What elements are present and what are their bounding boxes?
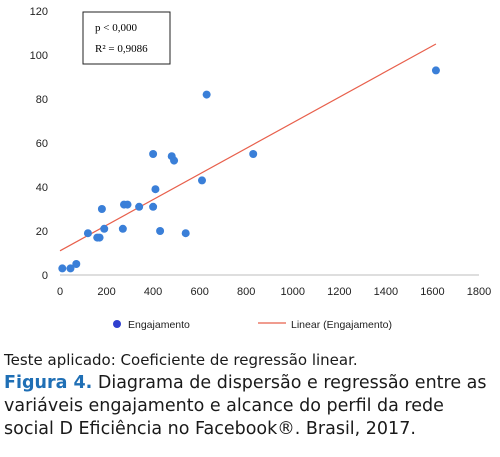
scatter-point — [95, 233, 104, 242]
scatter-point — [197, 176, 206, 185]
scatter-point — [72, 260, 81, 268]
legend-label-linear: Linear (Engajamento) — [291, 319, 392, 331]
scatter-point — [97, 205, 106, 213]
y-tick-label: 60 — [36, 138, 48, 150]
scatter-point — [181, 229, 190, 238]
x-tick-label: 1200 — [327, 286, 351, 298]
scatter-point — [149, 202, 158, 211]
legend: Engajamento Linear (Engajamento) — [113, 319, 392, 331]
x-tick-label: 1400 — [374, 286, 398, 298]
scatter-point — [58, 264, 67, 273]
figure-caption: Teste aplicado: Coeficiente de regressão… — [4, 350, 498, 441]
scatter-chart: 0 20 40 60 80 100 120 0 200 400 600 800 1000 1200 140… — [30, 6, 492, 331]
trendline — [59, 43, 437, 252]
scatter-point — [83, 229, 92, 238]
caption-figure-label: Figura 4. — [4, 373, 93, 393]
scatter-point — [123, 200, 132, 209]
y-axis-ticks: 0 20 40 60 80 100 120 — [30, 6, 48, 282]
x-tick-label: 1000 — [281, 286, 305, 298]
trendline-group — [59, 43, 437, 252]
r-squared-label: R² = 0,9086 — [95, 43, 148, 55]
caption-figure-text: Diagrama de dispersão e regressão entre … — [4, 373, 487, 439]
x-tick-label: 0 — [57, 286, 63, 298]
scatter-point — [151, 185, 160, 194]
stats-box-frame — [82, 11, 171, 65]
scatter-point — [202, 90, 211, 99]
y-tick-label: 40 — [36, 182, 48, 194]
x-tick-label: 400 — [144, 286, 162, 298]
p-value-label: p < 0,000 — [95, 22, 137, 34]
x-tick-label: 1800 — [467, 286, 491, 298]
x-tick-label: 800 — [237, 286, 255, 298]
scatter-point — [249, 150, 258, 158]
scatter-point — [66, 264, 75, 273]
y-tick-label: 20 — [36, 226, 48, 238]
x-tick-label: 1600 — [420, 286, 444, 298]
scatter-point — [431, 66, 440, 75]
scatter-point — [170, 156, 179, 165]
scatter-point — [135, 202, 144, 211]
caption-test-line: Teste aplicado: Coeficiente de regressão… — [4, 351, 358, 369]
caption-figure: Figura 4. Diagrama de dispersão e regres… — [4, 372, 498, 441]
y-tick-label: 0 — [42, 270, 48, 282]
y-tick-label: 100 — [30, 50, 48, 62]
x-tick-label: 200 — [97, 286, 115, 298]
x-axis-ticks: 0 200 400 600 800 1000 1200 1400 1600 1800 — [57, 286, 491, 298]
scatter-point — [118, 224, 127, 233]
legend-label-engajamento: Engajamento — [128, 319, 190, 331]
stats-box: p < 0,000 R² = 0,9086 — [82, 11, 171, 65]
scatter-point — [149, 150, 158, 158]
y-tick-label: 80 — [36, 94, 48, 106]
scatter-point — [100, 224, 109, 233]
scatter-point — [156, 227, 165, 235]
y-tick-label: 120 — [30, 6, 48, 18]
data-points — [58, 66, 440, 273]
legend-marker-engajamento — [113, 320, 121, 328]
x-tick-label: 600 — [190, 286, 208, 298]
